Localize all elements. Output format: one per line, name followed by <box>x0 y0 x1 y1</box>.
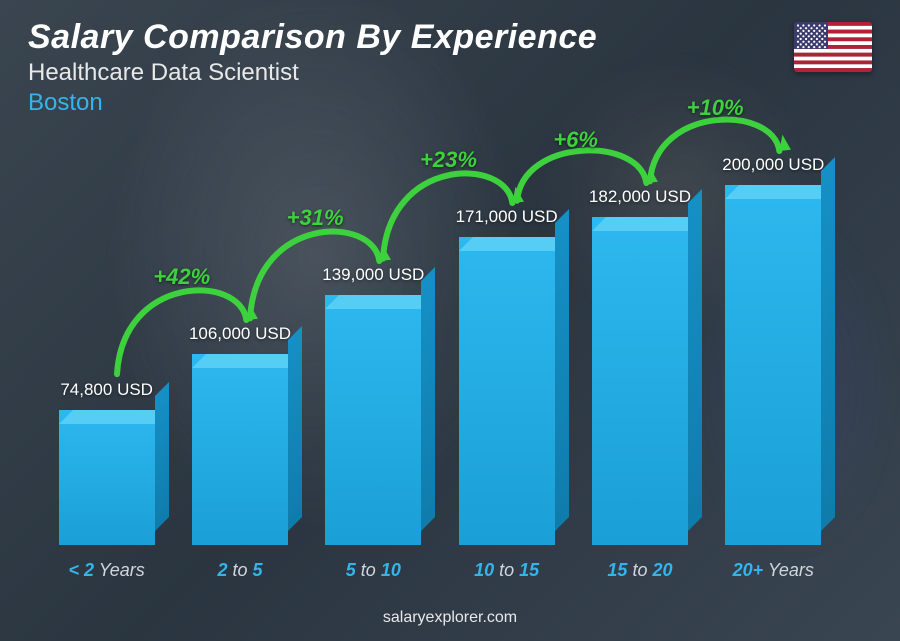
salary-chart-infographic: Salary Comparison By Experience Healthca… <box>0 0 900 641</box>
chart-location: Boston <box>28 89 872 117</box>
bar <box>192 354 288 545</box>
bar-top-face <box>192 354 302 368</box>
bar-value-label: 182,000 USD <box>589 187 691 207</box>
bar-top-face <box>725 185 835 199</box>
bar <box>325 295 421 545</box>
bar <box>459 237 555 545</box>
bar-value-label: 200,000 USD <box>722 155 824 175</box>
bar-slot: 171,000 USD <box>447 207 567 545</box>
x-axis-labels: < 2 Years 2 to 5 5 to 10 10 to 15 15 to 20 20… <box>40 560 840 581</box>
bar-side-face <box>288 326 302 531</box>
bar-side-face <box>688 189 702 531</box>
chart-title: Salary Comparison By Experience <box>28 18 872 57</box>
x-axis-label: < 2 Years <box>47 560 167 581</box>
x-axis-label: 20+ Years <box>713 560 833 581</box>
bar-slot: 106,000 USD <box>180 324 300 545</box>
bar-value-label: 106,000 USD <box>189 324 291 344</box>
bar-front-face <box>59 410 155 545</box>
x-axis-label: 15 to 20 <box>580 560 700 581</box>
bar-slot: 182,000 USD <box>580 187 700 545</box>
bar-slot: 74,800 USD <box>47 380 167 545</box>
bar-slot: 200,000 USD <box>713 155 833 545</box>
x-axis-label: 10 to 15 <box>447 560 567 581</box>
header: Salary Comparison By Experience Healthca… <box>28 18 872 117</box>
chart-area: +42% +31% +23% +6% +10% 74,800 USD <box>40 140 840 575</box>
chart-subtitle: Healthcare Data Scientist <box>28 59 872 87</box>
bar-value-label: 139,000 USD <box>322 265 424 285</box>
bars-row: 74,800 USD 106,000 USD 139,000 USD 171,0… <box>40 145 840 545</box>
bar-front-face <box>725 185 821 545</box>
x-axis-label: 2 to 5 <box>180 560 300 581</box>
bar-front-face <box>592 217 688 545</box>
bar-value-label: 171,000 USD <box>456 207 558 227</box>
bar-top-face <box>592 217 702 231</box>
bar-side-face <box>155 382 169 531</box>
bar <box>725 185 821 545</box>
bar-side-face <box>821 157 835 531</box>
increase-arc-label: +10% <box>687 95 744 121</box>
x-axis-label: 5 to 10 <box>313 560 433 581</box>
bar-side-face <box>421 267 435 531</box>
bar-slot: 139,000 USD <box>313 265 433 545</box>
bar-front-face <box>325 295 421 545</box>
bar <box>59 410 155 545</box>
bar-top-face <box>459 237 569 251</box>
bar-top-face <box>59 410 169 424</box>
bar <box>592 217 688 545</box>
bar-value-label: 74,800 USD <box>60 380 153 400</box>
usa-flag-icon <box>794 22 872 72</box>
bar-front-face <box>192 354 288 545</box>
bar-top-face <box>325 295 435 309</box>
bar-side-face <box>555 209 569 531</box>
bar-front-face <box>459 237 555 545</box>
footer-attribution: salaryexplorer.com <box>0 609 900 627</box>
